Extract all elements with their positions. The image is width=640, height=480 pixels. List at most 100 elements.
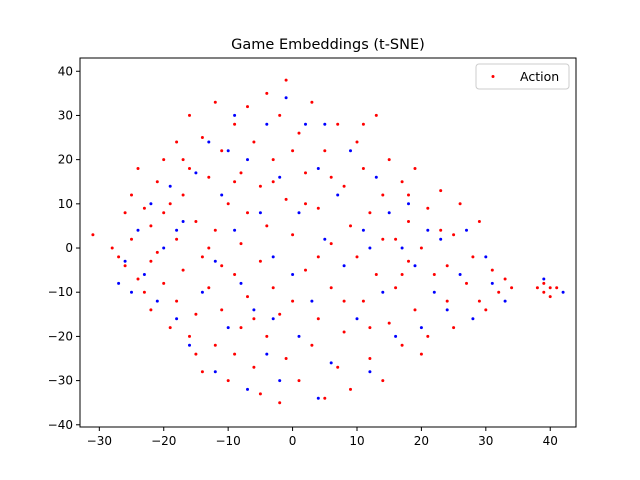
data-point — [297, 334, 301, 338]
data-point — [278, 401, 282, 405]
data-point — [117, 281, 121, 285]
y-tick-label: −40 — [48, 418, 73, 432]
data-point — [239, 281, 243, 285]
data-point — [162, 158, 166, 162]
data-point — [130, 290, 133, 294]
data-point — [426, 206, 430, 210]
data-point — [291, 299, 295, 303]
data-point — [387, 211, 391, 215]
data-point — [477, 299, 481, 303]
data-point — [233, 228, 237, 232]
data-point — [188, 334, 191, 338]
data-point — [407, 193, 410, 197]
data-point — [329, 286, 333, 290]
data-point — [413, 167, 417, 170]
data-point — [258, 211, 262, 215]
data-point — [200, 255, 204, 259]
data-point — [510, 286, 514, 290]
data-point — [381, 237, 385, 241]
legend-marker — [491, 75, 495, 78]
data-point — [175, 317, 179, 321]
data-point — [162, 246, 166, 250]
data-point — [175, 237, 179, 241]
data-point — [329, 175, 333, 179]
data-point — [226, 379, 230, 383]
x-tick-label: 0 — [289, 434, 297, 448]
data-point — [181, 193, 185, 197]
data-point — [239, 326, 243, 330]
data-point — [284, 96, 288, 100]
data-point — [342, 184, 346, 188]
data-point — [117, 255, 121, 259]
data-point — [168, 326, 172, 330]
data-point — [368, 326, 372, 330]
data-point — [439, 228, 443, 232]
axes-layer: −30 −20 −10 0 10 20 30 40 −40 −30 −20 −10 0 10 20 30 40 — [48, 57, 577, 448]
data-point — [258, 184, 262, 188]
data-point — [407, 202, 410, 206]
data-point — [342, 264, 346, 268]
data-point — [91, 233, 95, 237]
data-point — [323, 122, 327, 126]
data-point — [336, 365, 340, 369]
x-tick-label: −20 — [151, 434, 176, 448]
data-point — [419, 352, 423, 356]
data-point — [304, 268, 307, 272]
data-point — [246, 387, 249, 391]
data-point — [484, 308, 488, 312]
data-point — [278, 175, 282, 179]
data-point — [233, 352, 237, 356]
data-point — [175, 228, 179, 232]
data-point — [123, 259, 127, 263]
data-point — [207, 286, 211, 290]
data-point — [252, 317, 256, 321]
data-point — [361, 167, 365, 170]
data-point — [188, 113, 191, 117]
data-point — [246, 158, 249, 162]
data-point — [387, 321, 391, 325]
data-point — [445, 299, 449, 303]
data-point — [394, 334, 398, 338]
data-point — [458, 273, 462, 276]
x-tick-label: −10 — [215, 434, 240, 448]
data-point — [439, 237, 443, 241]
y-tick-label: −10 — [48, 285, 73, 299]
data-point — [426, 228, 430, 232]
data-point — [555, 286, 559, 290]
data-point — [374, 113, 378, 117]
data-point — [368, 211, 372, 215]
data-point — [149, 202, 153, 206]
data-point — [297, 211, 301, 215]
data-point — [271, 286, 275, 290]
data-point — [213, 100, 217, 104]
data-point — [226, 326, 230, 330]
data-point — [194, 220, 198, 223]
data-point — [304, 122, 307, 126]
data-point — [542, 290, 546, 294]
x-tick-label: −30 — [87, 434, 112, 448]
data-point — [445, 264, 449, 268]
data-point — [471, 317, 475, 321]
data-point — [361, 299, 365, 303]
data-point — [394, 237, 398, 241]
data-point — [136, 277, 140, 281]
data-point — [136, 228, 140, 232]
data-point — [439, 189, 443, 193]
data-point — [271, 180, 275, 184]
data-point — [407, 220, 410, 223]
data-point — [400, 180, 404, 184]
data-point — [155, 180, 159, 184]
data-point — [213, 228, 217, 232]
data-point — [361, 122, 365, 126]
data-point — [239, 242, 243, 246]
data-point — [304, 171, 307, 175]
data-point — [226, 149, 230, 153]
data-point — [252, 308, 256, 312]
data-point — [490, 281, 494, 285]
data-point — [368, 370, 372, 374]
data-point — [239, 171, 243, 175]
data-point — [271, 255, 275, 259]
data-point — [284, 357, 288, 360]
data-point — [246, 105, 249, 109]
data-point — [123, 264, 127, 268]
